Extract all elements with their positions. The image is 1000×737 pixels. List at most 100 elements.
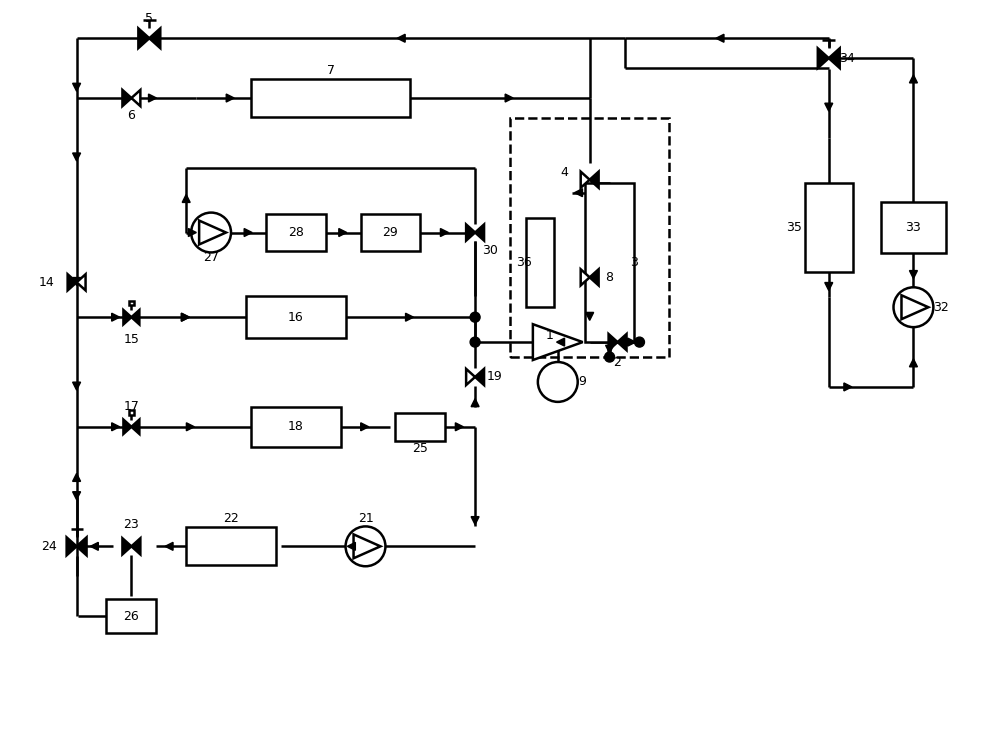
Polygon shape	[112, 313, 120, 321]
Polygon shape	[149, 94, 156, 102]
Polygon shape	[829, 49, 840, 68]
Polygon shape	[586, 312, 594, 321]
Bar	[251, 407, 341, 447]
Text: 19: 19	[487, 371, 503, 383]
Text: 28: 28	[288, 226, 304, 239]
Polygon shape	[123, 310, 131, 324]
Text: 16: 16	[288, 311, 304, 324]
Text: 33: 33	[906, 221, 921, 234]
Polygon shape	[406, 313, 414, 321]
Polygon shape	[590, 172, 599, 188]
Polygon shape	[505, 94, 513, 102]
Polygon shape	[844, 383, 852, 391]
Polygon shape	[581, 269, 590, 285]
Text: 14: 14	[39, 276, 55, 289]
Polygon shape	[244, 228, 252, 237]
Polygon shape	[440, 228, 448, 237]
Text: 30: 30	[482, 244, 498, 257]
Polygon shape	[909, 75, 917, 83]
Polygon shape	[181, 313, 189, 321]
Bar	[526, 217, 554, 307]
Circle shape	[634, 337, 644, 347]
Text: 15: 15	[123, 332, 139, 346]
Polygon shape	[73, 473, 81, 481]
Polygon shape	[347, 542, 355, 551]
Polygon shape	[77, 537, 87, 555]
Text: 32: 32	[933, 301, 949, 314]
Text: 5: 5	[145, 12, 153, 25]
Text: 24: 24	[41, 539, 57, 553]
Text: 35: 35	[786, 221, 802, 234]
Polygon shape	[609, 334, 618, 350]
Text: 25: 25	[412, 442, 428, 455]
Polygon shape	[590, 269, 599, 285]
Polygon shape	[122, 90, 131, 106]
Text: 23: 23	[124, 518, 139, 531]
Circle shape	[894, 287, 933, 327]
Circle shape	[470, 312, 480, 322]
Bar	[395, 413, 445, 441]
Text: 22: 22	[223, 512, 239, 525]
Text: 2: 2	[614, 355, 621, 368]
Bar	[266, 214, 326, 251]
Text: 3: 3	[631, 256, 638, 269]
Bar	[186, 528, 276, 565]
Text: 34: 34	[839, 52, 855, 65]
Circle shape	[346, 526, 385, 566]
Polygon shape	[186, 423, 194, 430]
Circle shape	[191, 212, 231, 253]
Bar	[129, 301, 134, 305]
Text: 8: 8	[606, 270, 614, 284]
Polygon shape	[73, 383, 81, 390]
Polygon shape	[475, 369, 484, 385]
Text: 29: 29	[383, 226, 398, 239]
Text: 7: 7	[327, 63, 335, 77]
Polygon shape	[397, 34, 405, 42]
Bar	[129, 411, 134, 415]
Polygon shape	[909, 359, 917, 367]
Polygon shape	[131, 538, 140, 554]
Text: 6: 6	[127, 110, 135, 122]
Polygon shape	[361, 423, 369, 430]
Text: 36: 36	[516, 256, 532, 269]
Polygon shape	[575, 189, 582, 197]
Polygon shape	[455, 423, 463, 430]
Polygon shape	[466, 225, 475, 240]
Polygon shape	[68, 274, 77, 290]
Polygon shape	[73, 83, 81, 91]
Polygon shape	[339, 228, 347, 237]
Text: 1: 1	[546, 329, 554, 342]
Bar	[805, 183, 853, 273]
Polygon shape	[475, 225, 484, 240]
Polygon shape	[138, 29, 149, 48]
Polygon shape	[471, 399, 479, 407]
Text: 18: 18	[288, 420, 304, 433]
Polygon shape	[188, 228, 196, 237]
Text: 9: 9	[579, 375, 587, 388]
Polygon shape	[818, 49, 829, 68]
Polygon shape	[471, 517, 479, 525]
Polygon shape	[90, 542, 98, 551]
Polygon shape	[131, 90, 140, 106]
Polygon shape	[149, 29, 160, 48]
Bar	[585, 183, 634, 342]
Bar	[510, 118, 669, 357]
Text: 21: 21	[358, 512, 373, 525]
Bar	[361, 214, 420, 251]
Circle shape	[538, 362, 578, 402]
Polygon shape	[165, 542, 173, 551]
Polygon shape	[73, 492, 81, 500]
Polygon shape	[112, 423, 120, 430]
Polygon shape	[123, 419, 131, 434]
Polygon shape	[825, 103, 833, 111]
Polygon shape	[67, 537, 77, 555]
Text: 27: 27	[203, 251, 219, 264]
Polygon shape	[628, 338, 636, 346]
Circle shape	[470, 337, 480, 347]
Bar	[251, 79, 410, 117]
Polygon shape	[618, 334, 627, 350]
Polygon shape	[909, 270, 917, 279]
Polygon shape	[716, 34, 724, 42]
Circle shape	[605, 352, 615, 362]
Text: 4: 4	[561, 167, 569, 179]
